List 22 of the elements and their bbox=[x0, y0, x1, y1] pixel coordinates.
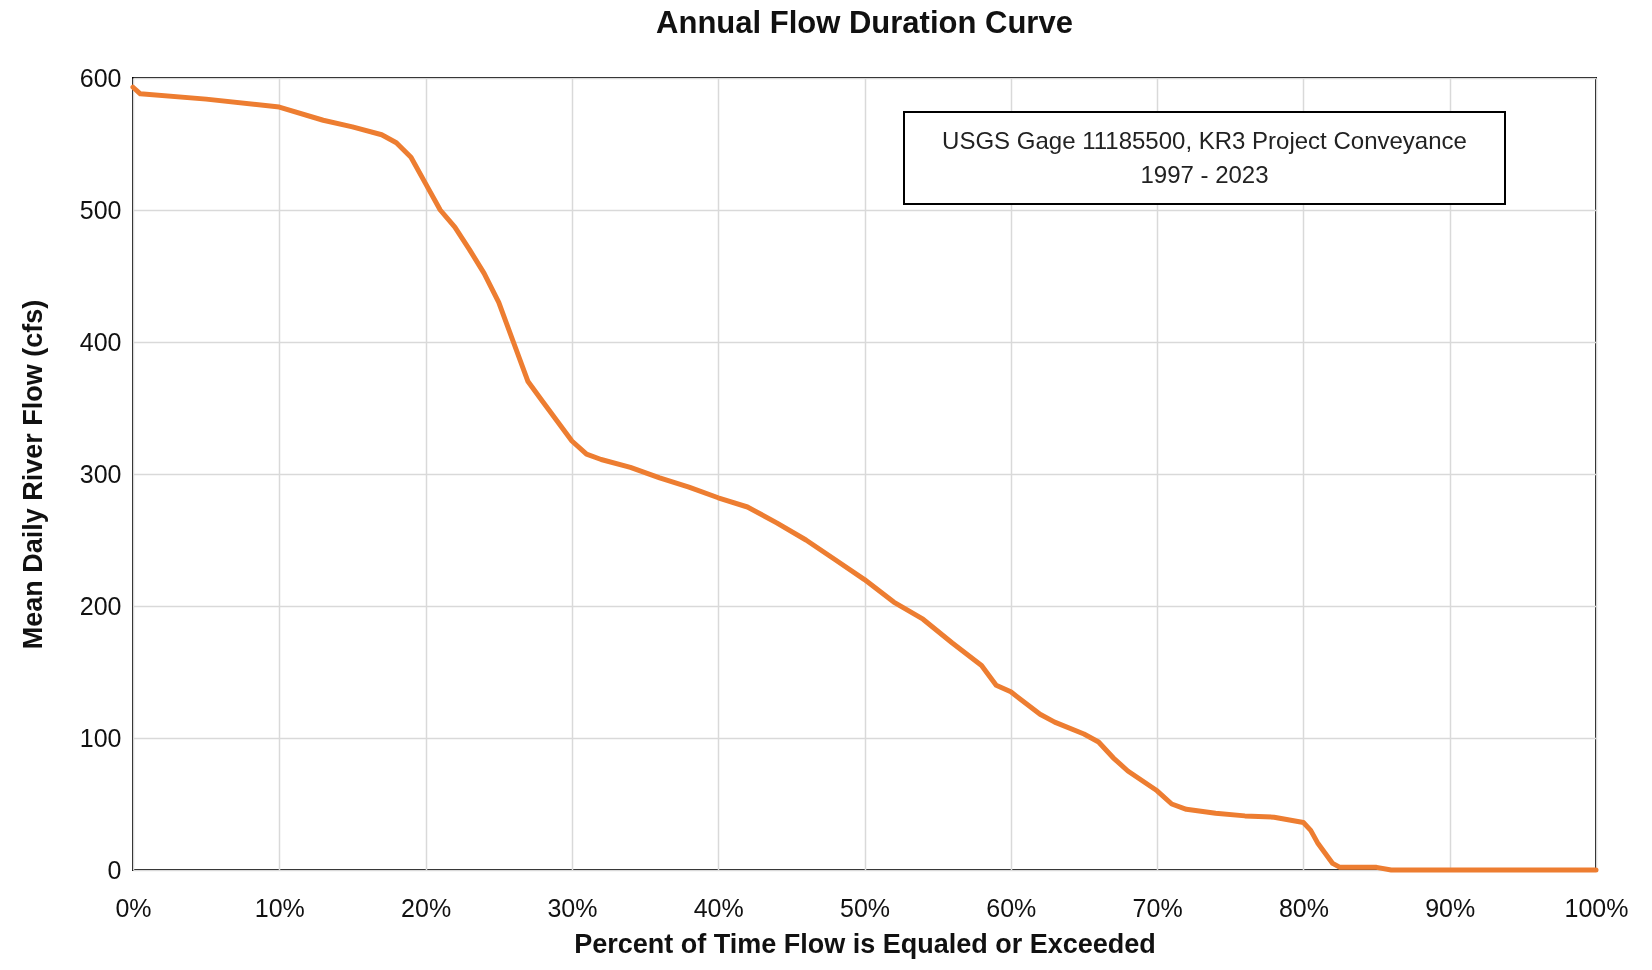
y-tick-label: 0 bbox=[107, 855, 122, 884]
x-tick-label: 30% bbox=[547, 893, 598, 922]
x-tick-label: 50% bbox=[839, 893, 891, 922]
y-tick-label: 400 bbox=[79, 327, 122, 356]
y-tick-label: 500 bbox=[79, 195, 122, 224]
x-axis-title: Percent of Time Flow is Equaled or Exceeded bbox=[574, 928, 1156, 959]
x-tick-label: 10% bbox=[254, 893, 305, 922]
y-tick-label: 100 bbox=[79, 723, 122, 752]
x-tick-label: 70% bbox=[1132, 893, 1183, 922]
x-tick-label: 80% bbox=[1278, 893, 1329, 922]
x-tick-label: 100% bbox=[1564, 893, 1629, 922]
x-tick-label: 90% bbox=[1425, 893, 1476, 922]
y-tick-label: 200 bbox=[79, 591, 122, 620]
x-tick-label: 0% bbox=[115, 893, 152, 922]
y-tick-label: 300 bbox=[79, 459, 122, 488]
x-tick-label: 20% bbox=[401, 893, 452, 922]
chart-title: Annual Flow Duration Curve bbox=[656, 5, 1073, 40]
y-tick-label: 600 bbox=[79, 63, 122, 92]
x-tick-label: 60% bbox=[986, 893, 1037, 922]
y-axis-title: Mean Daily River Flow (cfs) bbox=[17, 299, 48, 650]
x-tick-label: 40% bbox=[693, 893, 744, 922]
text-box: USGS Gage 11185500, KR3 Project Conveyance 1997 - 2023 bbox=[903, 111, 1506, 205]
